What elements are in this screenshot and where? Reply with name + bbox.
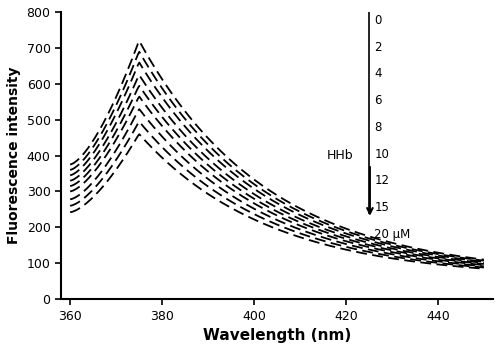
Text: 4: 4 xyxy=(374,68,382,80)
Text: HHb: HHb xyxy=(326,149,353,162)
Text: 12: 12 xyxy=(374,174,389,187)
Text: 8: 8 xyxy=(374,121,382,134)
Text: 15: 15 xyxy=(374,201,389,214)
Text: 2: 2 xyxy=(374,41,382,54)
Text: 20 μM: 20 μM xyxy=(374,228,410,241)
Text: 6: 6 xyxy=(374,94,382,107)
Text: 0: 0 xyxy=(374,14,382,27)
X-axis label: Wavelength (nm): Wavelength (nm) xyxy=(203,328,351,343)
Text: 10: 10 xyxy=(374,148,389,161)
Y-axis label: Fluorescence intensity: Fluorescence intensity xyxy=(7,67,21,244)
